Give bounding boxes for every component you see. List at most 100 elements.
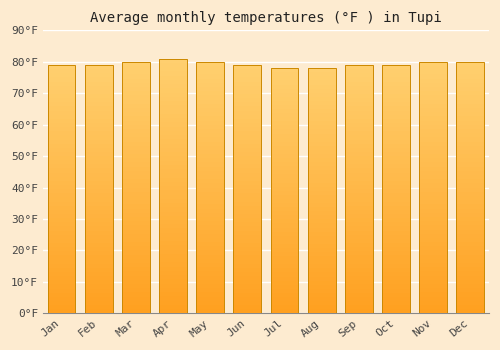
Bar — [456, 225, 484, 230]
Bar — [308, 183, 336, 187]
Bar — [456, 154, 484, 158]
Bar — [48, 256, 76, 260]
Bar — [345, 173, 373, 177]
Bar — [456, 150, 484, 154]
Bar — [419, 154, 447, 158]
Bar — [48, 111, 76, 115]
Bar — [345, 164, 373, 168]
Bar — [122, 179, 150, 183]
Bar — [382, 148, 410, 152]
Bar — [122, 100, 150, 104]
Bar — [270, 101, 298, 105]
Bar — [382, 144, 410, 148]
Bar — [308, 93, 336, 97]
Bar — [382, 193, 410, 197]
Bar — [382, 152, 410, 156]
Bar — [419, 146, 447, 150]
Bar — [122, 75, 150, 79]
Bar — [48, 301, 76, 305]
Bar — [270, 134, 298, 138]
Bar — [382, 189, 410, 193]
Bar — [159, 250, 187, 254]
Bar — [196, 288, 224, 292]
Bar — [456, 204, 484, 209]
Bar — [456, 183, 484, 188]
Bar — [85, 243, 112, 247]
Bar — [196, 200, 224, 204]
Bar — [382, 98, 410, 102]
Bar — [159, 93, 187, 97]
Bar — [159, 267, 187, 271]
Bar — [382, 160, 410, 164]
Bar — [196, 116, 224, 120]
Bar — [270, 84, 298, 89]
Bar — [382, 106, 410, 111]
Bar — [122, 162, 150, 167]
Bar — [196, 234, 224, 238]
Bar — [308, 105, 336, 109]
Bar — [196, 108, 224, 112]
Bar — [85, 152, 112, 156]
Bar — [196, 87, 224, 91]
Bar — [308, 101, 336, 105]
Bar — [419, 267, 447, 272]
Bar — [270, 170, 298, 174]
Bar — [48, 305, 76, 309]
Bar — [196, 120, 224, 125]
Bar — [196, 263, 224, 267]
Bar — [308, 97, 336, 101]
Bar — [122, 137, 150, 141]
Bar — [196, 217, 224, 221]
Bar — [234, 268, 262, 272]
Bar — [382, 285, 410, 288]
Bar — [419, 91, 447, 96]
Bar — [85, 123, 112, 127]
Bar — [419, 171, 447, 175]
Bar — [382, 214, 410, 218]
Bar — [85, 102, 112, 106]
Bar — [234, 98, 262, 102]
Bar — [308, 203, 336, 207]
Bar — [122, 305, 150, 309]
Bar — [234, 86, 262, 90]
Bar — [234, 226, 262, 231]
Bar — [456, 196, 484, 200]
Bar — [234, 82, 262, 86]
Bar — [159, 144, 187, 148]
Bar — [122, 259, 150, 263]
Bar — [382, 164, 410, 168]
Bar — [159, 211, 187, 216]
Bar — [122, 79, 150, 83]
Bar — [122, 96, 150, 100]
Bar — [456, 255, 484, 259]
Bar — [48, 272, 76, 276]
Bar — [234, 293, 262, 297]
Bar — [196, 62, 224, 66]
Bar — [419, 183, 447, 188]
Bar — [270, 191, 298, 195]
Bar — [456, 234, 484, 238]
Bar — [456, 62, 484, 66]
Bar — [308, 223, 336, 228]
Bar — [85, 164, 112, 168]
Bar — [122, 221, 150, 225]
Bar — [85, 90, 112, 94]
Bar — [270, 215, 298, 219]
Bar — [196, 141, 224, 146]
Bar — [48, 173, 76, 177]
Bar — [382, 264, 410, 268]
Bar — [159, 161, 187, 165]
Bar — [308, 174, 336, 179]
Bar — [382, 77, 410, 82]
Bar — [345, 276, 373, 280]
Bar — [382, 73, 410, 77]
Bar — [159, 169, 187, 173]
Bar — [308, 248, 336, 252]
Bar — [419, 196, 447, 200]
Bar — [85, 231, 112, 235]
Bar — [85, 65, 112, 69]
Bar — [159, 135, 187, 139]
Bar — [48, 309, 76, 313]
Bar — [159, 59, 187, 313]
Bar — [234, 144, 262, 148]
